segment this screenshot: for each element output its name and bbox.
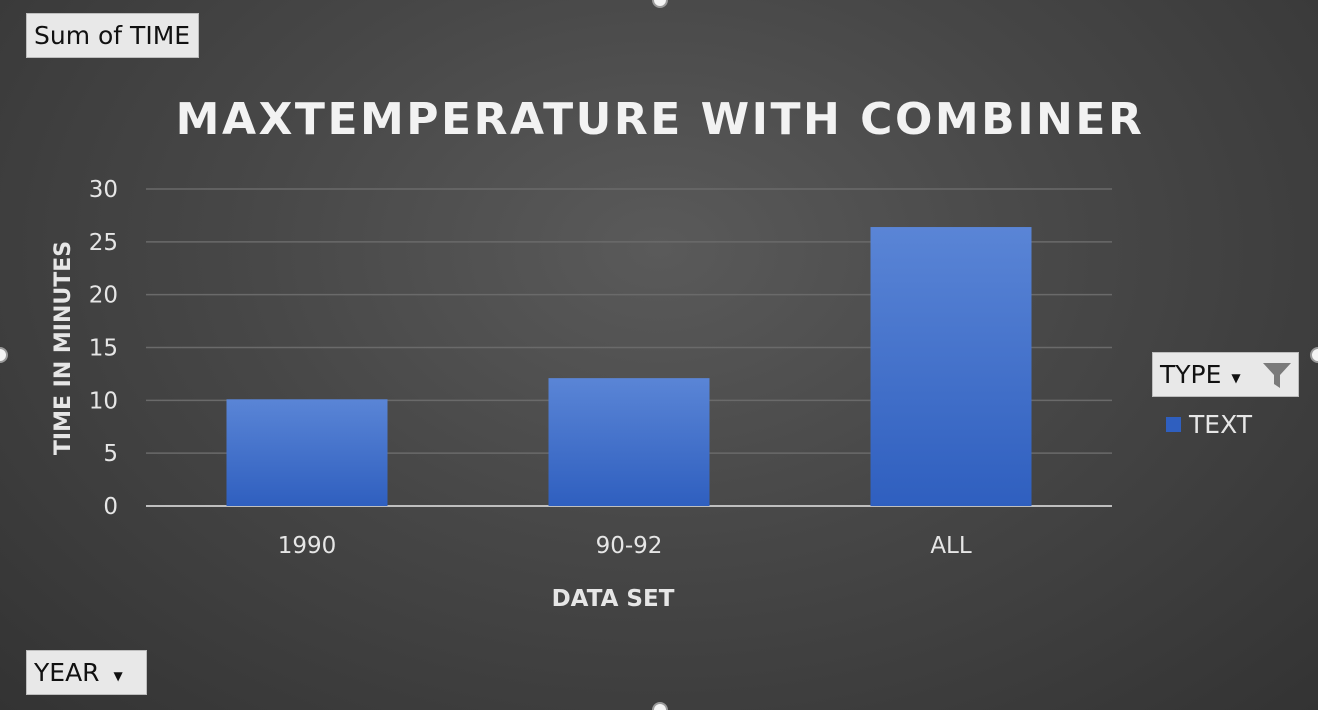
value-field-button[interactable]: Sum of TIME [26, 13, 199, 58]
y-tick-label: 0 [103, 494, 118, 520]
x-axis-title: DATA SET [552, 586, 675, 612]
axis-field-label: YEAR [34, 658, 100, 687]
y-tick-label: 25 [89, 230, 118, 256]
chevron-down-icon: ▼ [113, 668, 123, 683]
y-tick-label: 20 [89, 283, 118, 309]
resize-handle-right[interactable] [1310, 347, 1318, 363]
legend-swatch [1166, 417, 1181, 432]
legend-field-label: TYPE [1160, 360, 1222, 389]
resize-handle-bottom[interactable] [652, 702, 668, 710]
legend-entry-label: TEXT [1189, 410, 1253, 439]
y-tick-label: 30 [89, 177, 118, 203]
bar[interactable] [226, 399, 388, 506]
y-tick-label: 10 [89, 388, 118, 414]
legend-field-button[interactable]: TYPE ▼ [1152, 352, 1299, 397]
y-axis-title: TIME IN MINUTES [51, 241, 76, 455]
chevron-down-icon: ▼ [1231, 370, 1241, 385]
bar[interactable] [870, 227, 1032, 507]
funnel-icon [1263, 363, 1291, 388]
chart-title: MAXTEMPERATURE WITH COMBINER [176, 94, 1145, 145]
y-tick-label: 5 [103, 441, 118, 467]
axis-field-button[interactable]: YEAR ▼ [26, 650, 147, 695]
legend-entry[interactable]: TEXT [1166, 410, 1252, 439]
bar[interactable] [548, 378, 710, 506]
x-tick-label: 1990 [278, 533, 337, 559]
value-field-label: Sum of TIME [34, 21, 191, 50]
x-tick-label: 90-92 [596, 533, 663, 559]
y-tick-label: 15 [89, 336, 118, 362]
x-tick-label: ALL [930, 533, 972, 559]
